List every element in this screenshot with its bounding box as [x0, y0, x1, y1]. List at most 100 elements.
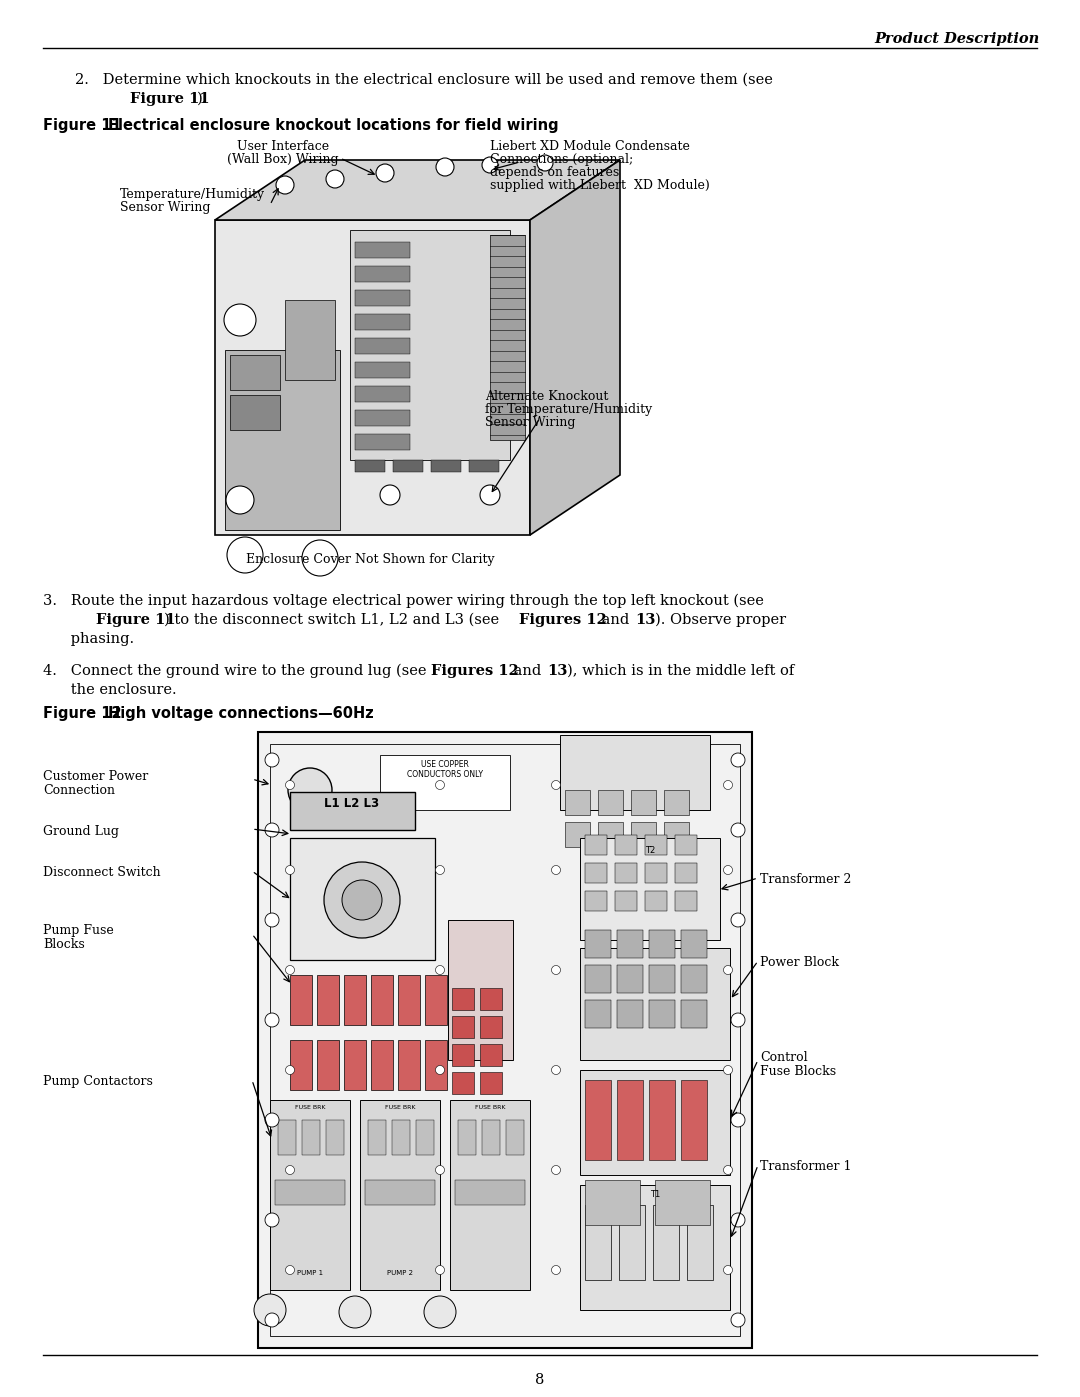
Text: Transformer 1: Transformer 1 [760, 1160, 851, 1173]
Circle shape [227, 536, 264, 573]
Bar [450, 1099, 530, 1289]
Bar [490, 235, 525, 440]
Bar [368, 1120, 386, 1155]
Text: Figure 11: Figure 11 [43, 117, 122, 133]
Text: PUMP 1: PUMP 1 [297, 1270, 323, 1275]
Bar [631, 821, 656, 847]
Circle shape [724, 866, 732, 875]
Bar [258, 732, 752, 1348]
Circle shape [302, 541, 338, 576]
Bar [270, 1099, 350, 1289]
Circle shape [435, 1266, 445, 1274]
Circle shape [435, 1066, 445, 1074]
Text: 4.   Connect the ground wire to the ground lug (see: 4. Connect the ground wire to the ground… [43, 664, 431, 679]
Text: ).: ). [197, 92, 207, 106]
Polygon shape [215, 219, 530, 535]
Text: FUSE BRK: FUSE BRK [384, 1105, 415, 1111]
Circle shape [435, 781, 445, 789]
Circle shape [435, 1165, 445, 1175]
Circle shape [288, 768, 332, 812]
Circle shape [285, 1165, 295, 1175]
Bar [448, 921, 513, 1060]
Bar [453, 988, 474, 1010]
Circle shape [285, 965, 295, 975]
Bar [631, 789, 656, 814]
Bar [649, 1000, 675, 1028]
Bar [687, 1206, 713, 1280]
Circle shape [552, 781, 561, 789]
Bar [619, 1206, 645, 1280]
Bar [372, 1039, 393, 1090]
Bar [585, 891, 607, 911]
Text: Pump Contactors: Pump Contactors [43, 1076, 153, 1088]
Bar [615, 835, 637, 855]
Bar [585, 930, 611, 958]
Circle shape [731, 1113, 745, 1127]
Bar [291, 792, 415, 830]
Bar [482, 1120, 500, 1155]
Bar [345, 975, 366, 1025]
Bar [355, 434, 410, 450]
Circle shape [265, 1013, 279, 1027]
Bar [278, 1120, 296, 1155]
Bar [561, 735, 710, 810]
Text: USE COPPER: USE COPPER [421, 760, 469, 768]
Text: Figure 11: Figure 11 [96, 613, 176, 627]
Bar [355, 242, 410, 258]
Circle shape [552, 1266, 561, 1274]
Bar [365, 1180, 435, 1206]
Polygon shape [350, 231, 510, 460]
Circle shape [285, 866, 295, 875]
Bar [399, 975, 420, 1025]
Bar [654, 1180, 710, 1225]
Bar [392, 1120, 410, 1155]
Bar [681, 965, 707, 993]
Circle shape [731, 823, 745, 837]
Circle shape [285, 1066, 295, 1074]
Bar [453, 1071, 474, 1094]
Text: Electrical enclosure knockout locations for field wiring: Electrical enclosure knockout locations … [108, 117, 558, 133]
Bar [372, 975, 393, 1025]
Bar [675, 891, 697, 911]
Text: Power Block: Power Block [760, 956, 839, 970]
Bar [675, 835, 697, 855]
Bar [580, 1185, 730, 1310]
Bar [645, 863, 667, 883]
Bar [453, 1016, 474, 1038]
Bar [585, 863, 607, 883]
Text: FUSE BRK: FUSE BRK [475, 1105, 505, 1111]
Text: T1: T1 [650, 1190, 660, 1199]
Circle shape [724, 965, 732, 975]
Polygon shape [530, 161, 620, 535]
Text: T2: T2 [645, 847, 656, 855]
Circle shape [326, 170, 345, 189]
Text: phasing.: phasing. [43, 631, 134, 645]
Bar [230, 355, 280, 390]
Text: High voltage connections—60Hz: High voltage connections—60Hz [108, 705, 374, 721]
Bar [416, 1120, 434, 1155]
Bar [302, 1120, 320, 1155]
Text: supplied with Liebert  XD Module): supplied with Liebert XD Module) [490, 179, 710, 191]
Text: Liebert XD Module Condensate: Liebert XD Module Condensate [490, 140, 690, 154]
Bar [355, 460, 384, 472]
Circle shape [552, 965, 561, 975]
Bar [399, 1039, 420, 1090]
Bar [617, 1080, 643, 1160]
Circle shape [724, 1066, 732, 1074]
Circle shape [552, 1165, 561, 1175]
Bar [617, 930, 643, 958]
Circle shape [436, 158, 454, 176]
Circle shape [482, 156, 498, 173]
Text: 13: 13 [635, 613, 656, 627]
Bar [507, 1120, 524, 1155]
Text: the enclosure.: the enclosure. [43, 683, 177, 697]
Circle shape [276, 176, 294, 194]
Bar [318, 1039, 339, 1090]
Text: Figures 12: Figures 12 [431, 664, 518, 678]
Text: L1 L2 L3: L1 L2 L3 [324, 798, 379, 810]
Circle shape [552, 866, 561, 875]
Text: Blocks: Blocks [43, 937, 84, 951]
Bar [230, 395, 280, 430]
Text: Sensor Wiring: Sensor Wiring [120, 201, 211, 214]
Bar [355, 291, 410, 306]
